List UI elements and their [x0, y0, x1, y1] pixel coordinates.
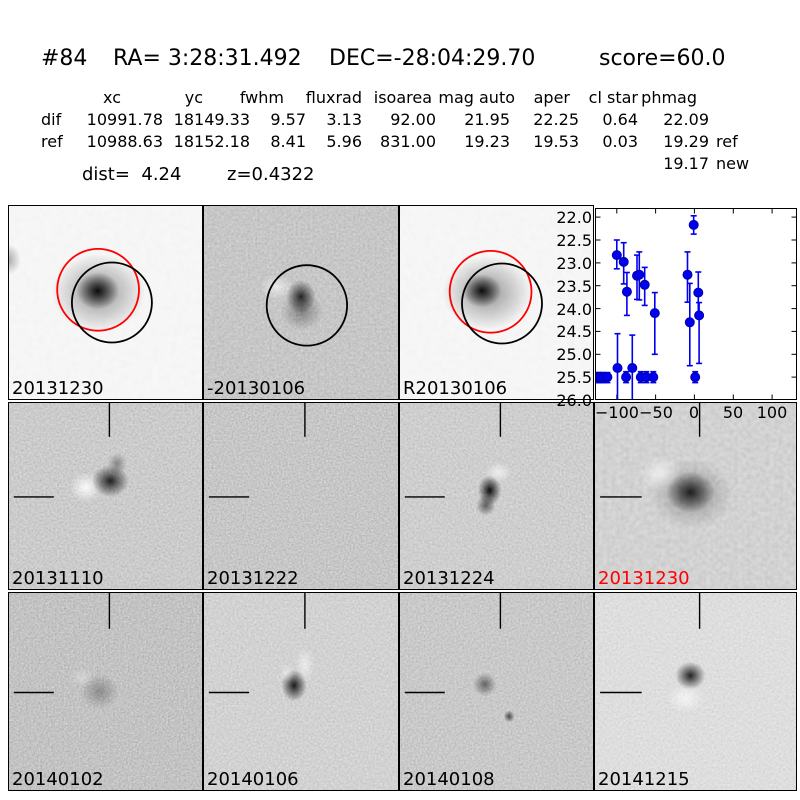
cutout-panel-20140102: 20140102 — [8, 592, 203, 791]
cutout-panel-20131230: 20131230 — [8, 205, 203, 400]
aperture-circle — [71, 261, 153, 344]
aperture-circle — [448, 250, 533, 334]
table-cell: 9.57 — [270, 110, 306, 129]
lightcurve-point — [621, 372, 632, 383]
lightcurve-point — [694, 310, 705, 321]
lightcurve-point — [611, 250, 622, 261]
row-label-dif: dif — [41, 110, 62, 129]
column-header-isoarea: isoarea — [373, 88, 432, 107]
x-tick-label: 0 — [688, 403, 700, 422]
cutout-panel--20130106: -20130106 — [203, 205, 399, 400]
x-tick-label: 100 — [756, 403, 788, 422]
dec-value: DEC=-28:04:29.70 — [329, 46, 536, 71]
panel-date-label: R20130106 — [403, 378, 507, 399]
column-header-mag-auto: mag auto — [438, 88, 515, 107]
row-suffix-ref: ref — [716, 132, 738, 151]
lightcurve-plot — [595, 208, 797, 400]
cutout-panel-20131110: 20131110 — [8, 402, 203, 590]
row-suffix-new: new — [716, 154, 750, 173]
lightcurve-point — [648, 372, 659, 383]
column-header-phmag: phmag — [641, 88, 697, 107]
cutout-panel-20141215: 20141215 — [594, 592, 797, 791]
lightcurve-point — [682, 269, 693, 280]
score-value: score=60.0 — [599, 46, 726, 71]
cutout-panel-20140106: 20140106 — [203, 592, 399, 791]
panel-date-label: -20130106 — [207, 378, 305, 399]
panel-date-label: 20131230 — [598, 568, 690, 589]
cutout-panel-R20130106: R20130106 — [399, 205, 594, 400]
table-cell: 8.41 — [270, 132, 306, 151]
column-header-xc: xc — [103, 88, 121, 107]
lightcurve-point — [612, 363, 623, 373]
table-cell: 0.64 — [602, 110, 638, 129]
table-cell: 0.03 — [602, 132, 638, 151]
table-cell: 21.95 — [464, 110, 510, 129]
lightcurve-point — [690, 372, 701, 383]
table-cell: 19.23 — [464, 132, 510, 151]
cutout-panel-20131224: 20131224 — [399, 402, 594, 590]
table-cell: 19.53 — [533, 132, 579, 151]
aperture-circle — [461, 262, 543, 345]
table-cell: 10991.78 — [86, 110, 163, 129]
lightcurve-point — [634, 269, 645, 280]
x-tick-label: 50 — [722, 403, 744, 422]
dist-value: dist= 4.24 — [82, 164, 182, 185]
cutout-panel-20131230: 20131230 — [594, 402, 797, 590]
panel-date-label: 20141215 — [598, 769, 690, 790]
panel-date-label: 20131222 — [207, 568, 299, 589]
table-cell: 92.00 — [390, 110, 436, 129]
y-tick-label: 24.5 — [556, 322, 592, 341]
column-header-fwhm: fwhm — [239, 88, 284, 107]
lightcurve-point — [693, 287, 704, 298]
x-tick-label: −50 — [639, 403, 673, 422]
lightcurve-point — [627, 363, 638, 373]
panel-date-label: 20131224 — [403, 568, 495, 589]
column-header-aper: aper — [533, 88, 570, 107]
lightcurve-point — [618, 256, 629, 267]
table-cell: 22.09 — [663, 110, 709, 129]
panel-date-label: 20140106 — [207, 769, 299, 790]
cutout-panel-20131222: 20131222 — [203, 402, 399, 590]
candidate-id: #84 — [41, 46, 88, 71]
ra-value: RA= 3:28:31.492 — [113, 46, 302, 71]
column-header-yc: yc — [184, 88, 203, 107]
y-tick-label: 24.0 — [556, 300, 592, 319]
y-tick-label: 25.0 — [556, 345, 592, 364]
y-tick-label: 22.0 — [556, 208, 592, 227]
table-cell: 3.13 — [326, 110, 362, 129]
lightcurve-point — [688, 219, 699, 230]
column-header-cl-star: cl star — [588, 88, 638, 107]
redshift-value: z=0.4322 — [227, 164, 315, 185]
table-cell: 831.00 — [380, 132, 436, 151]
table-cell: 19.17 — [663, 154, 709, 173]
lightcurve-point — [639, 279, 650, 290]
lightcurve-point — [684, 317, 695, 328]
x-tick-label: −100 — [595, 403, 639, 422]
table-cell: 18149.33 — [173, 110, 250, 129]
y-tick-label: 22.5 — [556, 231, 592, 250]
y-tick-label: 23.0 — [556, 254, 592, 273]
table-cell: 19.29 — [663, 132, 709, 151]
lightcurve-point — [649, 308, 660, 319]
table-cell: 5.96 — [326, 132, 362, 151]
panel-date-label: 20131230 — [12, 378, 104, 399]
table-cell: 22.25 — [533, 110, 579, 129]
lightcurve-point — [602, 372, 613, 383]
panel-date-label: 20140108 — [403, 769, 495, 790]
row-label-ref: ref — [41, 132, 63, 151]
panel-date-label: 20131110 — [12, 568, 104, 589]
y-tick-label: 26.0 — [556, 391, 592, 410]
table-cell: 10988.63 — [86, 132, 163, 151]
panel-date-label: 20140102 — [12, 769, 104, 790]
y-tick-label: 25.5 — [556, 368, 592, 387]
aperture-circle — [56, 248, 140, 332]
column-header-fluxrad: fluxrad — [305, 88, 362, 107]
y-tick-label: 23.5 — [556, 277, 592, 296]
lightcurve-point — [621, 286, 632, 297]
aperture-circle — [265, 264, 349, 347]
table-cell: 18152.18 — [173, 132, 250, 151]
cutout-panel-20140108: 20140108 — [399, 592, 594, 791]
